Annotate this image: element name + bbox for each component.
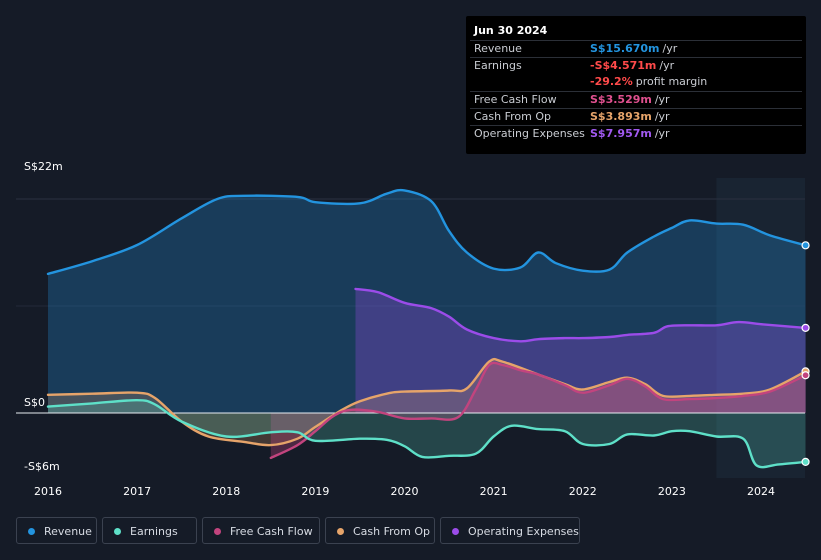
tooltip-unit: profit margin bbox=[635, 75, 708, 88]
tooltip-value: S$15.670m bbox=[590, 42, 660, 55]
x-tick-label: 2019 bbox=[301, 485, 329, 498]
tooltip-row-opex: Operating Expenses S$7.957m/yr bbox=[470, 125, 802, 143]
tooltip-row-revenue: Revenue S$15.670m/yr bbox=[470, 40, 802, 58]
end-marker-fcf bbox=[801, 371, 810, 380]
tooltip-value: -S$4.571m bbox=[590, 59, 657, 72]
legend-dot-icon bbox=[452, 528, 459, 535]
end-marker-revenue bbox=[801, 241, 810, 250]
tooltip-row-cfo: Cash From Op S$3.893m/yr bbox=[470, 108, 802, 126]
legend-dot-icon bbox=[28, 528, 35, 535]
tooltip-label: Revenue bbox=[474, 42, 522, 55]
area-fcf bbox=[270, 362, 806, 458]
line-fcf bbox=[269, 361, 807, 460]
tooltip-value-opex: S$7.957m/yr bbox=[590, 126, 670, 142]
x-axis-ticks: 2016 2017 2018 2019 2020 2021 2022 2023 2024 bbox=[34, 485, 775, 498]
tooltip-label: Earnings bbox=[474, 59, 522, 72]
tooltip-value-revenue: S$15.670m/yr bbox=[590, 41, 677, 57]
x-tick-label: 2022 bbox=[569, 485, 597, 498]
area-revenue bbox=[48, 190, 806, 413]
area-opex bbox=[355, 288, 806, 413]
area-earnings bbox=[48, 400, 806, 468]
tooltip-unit: /yr bbox=[654, 110, 670, 123]
tooltip-row-margin: -29.2% profit margin bbox=[470, 74, 802, 91]
x-tick-label: 2023 bbox=[658, 485, 686, 498]
tooltip-date: Jun 30 2024 bbox=[474, 24, 548, 37]
legend-dot-icon bbox=[337, 528, 344, 535]
y-label-zero: S$0 bbox=[24, 396, 45, 409]
end-marker-earnings bbox=[801, 457, 810, 467]
tooltip-value-earnings: -S$4.571m/yr bbox=[590, 58, 674, 74]
tooltip-unit: /yr bbox=[659, 59, 675, 72]
legend-item-cfo[interactable]: Cash From Op bbox=[325, 517, 435, 544]
tooltip-unit: /yr bbox=[662, 42, 678, 55]
x-tick-label: 2018 bbox=[212, 485, 240, 498]
legend-item-opex[interactable]: Operating Expenses bbox=[440, 517, 580, 544]
line-revenue bbox=[46, 188, 807, 276]
tooltip-label: Cash From Op bbox=[474, 110, 552, 123]
x-tick-label: 2021 bbox=[480, 485, 508, 498]
x-tick-label: 2024 bbox=[747, 485, 775, 498]
tooltip-value: S$3.893m bbox=[590, 110, 652, 123]
x-tick-label: 2016 bbox=[34, 485, 62, 498]
legend-dot-icon bbox=[214, 528, 221, 535]
tooltip-value-cfo: S$3.893m/yr bbox=[590, 109, 670, 125]
legend-label: Operating Expenses bbox=[468, 525, 579, 538]
end-marker-opex bbox=[801, 323, 810, 332]
tooltip-panel: Jun 30 2024 Revenue S$15.670m/yr Earning… bbox=[466, 16, 806, 154]
tooltip-row-earnings: Earnings -S$4.571m/yr bbox=[470, 57, 802, 75]
tooltip-unit: /yr bbox=[654, 127, 670, 140]
legend-label: Cash From Op bbox=[353, 525, 431, 538]
line-earnings bbox=[46, 398, 807, 469]
x-tick-label: 2020 bbox=[391, 485, 419, 498]
forecast-region bbox=[716, 178, 805, 478]
x-tick-label: 2017 bbox=[123, 485, 151, 498]
series-lines bbox=[46, 188, 807, 469]
legend-dot-icon bbox=[114, 528, 121, 535]
tooltip-value-fcf: S$3.529m/yr bbox=[590, 92, 670, 108]
tooltip-value-margin: -29.2% profit margin bbox=[590, 74, 707, 90]
series-end-markers bbox=[801, 241, 810, 467]
tooltip-value: S$7.957m bbox=[590, 127, 652, 140]
tooltip-label: Operating Expenses bbox=[474, 127, 585, 140]
tooltip-value: S$3.529m bbox=[590, 93, 652, 106]
financial-chart: S$22m S$0 -S$6m 2016 2017 2018 2019 2020 2021… bbox=[16, 160, 810, 498]
y-label-top: S$22m bbox=[24, 160, 63, 173]
tooltip-unit: /yr bbox=[654, 93, 670, 106]
legend-label: Free Cash Flow bbox=[230, 525, 313, 538]
legend-label: Earnings bbox=[130, 525, 178, 538]
legend-item-fcf[interactable]: Free Cash Flow bbox=[202, 517, 320, 544]
line-cfo bbox=[46, 357, 807, 447]
legend-item-revenue[interactable]: Revenue bbox=[16, 517, 97, 544]
line-opex bbox=[354, 287, 807, 343]
legend-label: Revenue bbox=[44, 525, 92, 538]
tooltip-row-fcf: Free Cash Flow S$3.529m/yr bbox=[470, 91, 802, 109]
tooltip-label: Free Cash Flow bbox=[474, 93, 557, 106]
y-label-bottom: -S$6m bbox=[24, 460, 60, 473]
tooltip-value: -29.2% bbox=[590, 75, 633, 88]
legend-item-earnings[interactable]: Earnings bbox=[102, 517, 197, 544]
